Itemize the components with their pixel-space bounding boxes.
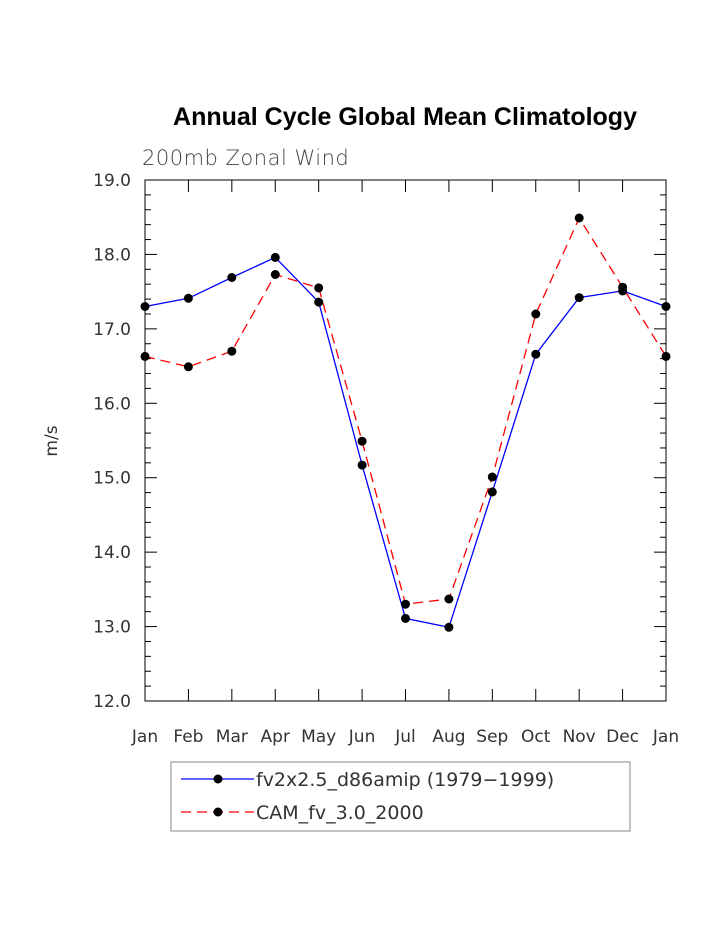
series-1-point [140,302,150,311]
series-2-point [661,351,671,361]
y-tick-label: 18.0 [93,245,131,265]
ticks-layer: 12.0 13.0 14.0 15.0 16.0 17.0 18.0 19.0 Jan Feb Ma… [93,171,679,747]
series-2-point [444,594,454,604]
series-2-point [314,283,324,293]
series-1-point [357,460,367,470]
series-2-point [401,599,410,609]
x-tick-label: Feb [173,727,203,747]
series-2-point [357,436,367,446]
series-2-point [183,362,193,372]
y-tick-label: 14.0 [93,543,131,563]
legend: fv2x2.5_d86amip (1979−1999) CAM_fv_3.0_20… [170,761,631,832]
series-1-point [270,252,280,262]
y-tick-label: 19.0 [93,171,131,191]
x-tick-label: Apr [261,727,290,747]
y-tick-label: 12.0 [93,692,131,712]
series-2-point [574,213,584,223]
series-2-point [270,270,280,279]
legend-box [170,761,631,832]
legend-label-1: fv2x2.5_d86amip (1979−1999) [256,769,554,791]
series-2-point [531,309,541,319]
x-tick-label: Jan [131,727,158,747]
chart-title: Annual Cycle Global Mean Climatology [173,103,637,131]
series-1-point [401,613,410,623]
series-1-point [661,302,671,311]
y-tick-label: 16.0 [93,394,131,414]
series-1-point [574,293,584,303]
x-tick-label: Nov [563,727,596,747]
series-line-2 [144,216,667,605]
y-axis-label: m/s [42,425,62,456]
legend-marker-2 [213,807,223,817]
x-tick-label: May [301,727,336,747]
legend-label-2: CAM_fv_3.0_2000 [256,802,424,824]
series-1-point [227,273,237,282]
y-tick-label: 13.0 [93,618,131,638]
series-1-point [487,487,497,497]
series-1-point [183,293,193,303]
chart-subtitle: 200mb Zonal Wind [142,146,349,170]
series-2-point [227,346,237,356]
x-tick-label: Aug [432,727,465,747]
series-layer [140,213,671,632]
series-1-point [314,297,324,307]
x-tick-label: Jan [652,727,679,747]
x-tick-label: Jul [394,727,416,747]
x-tick-label: Mar [216,727,248,747]
x-tick-label: Jun [348,727,376,747]
series-1-point [531,349,541,359]
x-tick-label: Sep [476,727,508,747]
y-tick-label: 15.0 [93,469,131,489]
y-tick-label: 17.0 [93,320,131,340]
x-tick-label: Dec [606,727,639,747]
series-2-point [140,351,150,361]
series-2-point [618,282,628,292]
series-2-point [487,472,497,482]
series-line-1 [144,256,667,629]
x-tick-label: Oct [521,727,551,747]
series-1-point [444,622,454,632]
legend-marker-1 [213,774,223,784]
